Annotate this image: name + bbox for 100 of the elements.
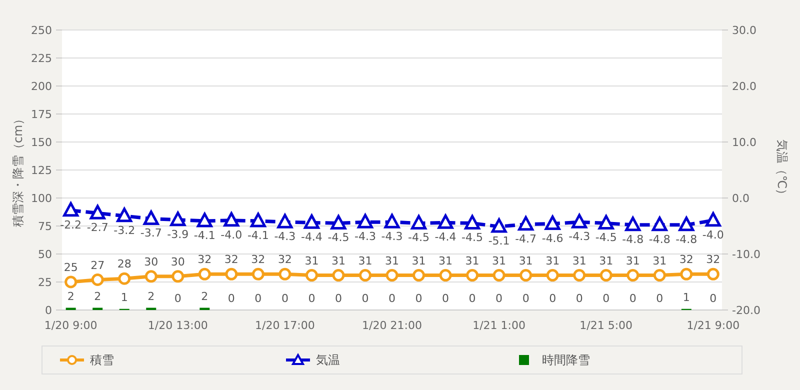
- data-label: -3.9: [167, 228, 189, 241]
- data-label: 0: [629, 292, 636, 305]
- y-tick-label: 200: [31, 80, 52, 93]
- y-tick-label: 0: [45, 304, 52, 317]
- y2-tick-label: 10.0: [732, 136, 756, 149]
- legend-label: 気温: [316, 353, 340, 368]
- point: [600, 269, 612, 282]
- data-label: 31: [465, 254, 480, 268]
- y-axis-title: 積雪深・降雪（cm）: [11, 112, 25, 228]
- data-label: -4.7: [515, 232, 537, 246]
- point: [358, 269, 372, 282]
- point: [652, 216, 668, 232]
- point: [653, 269, 666, 282]
- data-label: 2: [67, 290, 74, 303]
- point: [224, 212, 240, 227]
- data-label: -4.1: [194, 228, 216, 242]
- x-tick-label: 1/21 5:00: [580, 319, 633, 332]
- x-tick-label: 1/20 13:00: [148, 319, 208, 332]
- point: [143, 210, 159, 225]
- point: [573, 269, 586, 282]
- data-label: 0: [656, 292, 664, 305]
- data-label: -4.3: [568, 230, 590, 244]
- point: [518, 216, 534, 231]
- point: [466, 269, 479, 282]
- data-label: -2.2: [60, 218, 82, 232]
- data-label: 0: [254, 292, 262, 305]
- point: [572, 214, 588, 228]
- data-label: 31: [546, 254, 560, 268]
- point: [598, 214, 614, 230]
- point: [491, 218, 507, 233]
- data-label: 0: [468, 292, 476, 305]
- data-label: 31: [438, 254, 453, 268]
- data-label: 0: [442, 292, 450, 305]
- x-tick-label: 1/20 17:00: [254, 319, 315, 332]
- data-label: 31: [572, 254, 586, 268]
- data-label: 0: [334, 292, 342, 305]
- data-label: 32: [224, 253, 238, 266]
- point: [304, 214, 320, 229]
- data-label: -4.4: [300, 230, 322, 244]
- y2-axis-title: 気温（℃）: [775, 139, 789, 201]
- data-label: -4.0: [702, 228, 724, 242]
- data-label: -4.8: [648, 232, 670, 246]
- point: [438, 214, 454, 229]
- legend-label: 積雪: [90, 353, 114, 368]
- data-label: 30: [144, 255, 158, 268]
- data-label: 0: [576, 292, 583, 305]
- data-label: -4.8: [676, 232, 698, 246]
- data-label: 0: [388, 292, 396, 305]
- data-label: 0: [522, 292, 530, 305]
- point: [250, 212, 266, 228]
- x-tick-label: 1/20 21:00: [362, 319, 422, 332]
- data-label: 32: [251, 253, 266, 266]
- data-label: -4.4: [434, 230, 456, 244]
- point: [170, 212, 186, 226]
- point: [706, 268, 720, 280]
- point: [116, 208, 132, 222]
- data-label: -4.5: [328, 231, 350, 244]
- data-label: 31: [626, 254, 640, 268]
- y-tick-label: 125: [31, 164, 52, 177]
- data-label: 0: [308, 292, 316, 305]
- point: [198, 268, 211, 280]
- point: [544, 216, 560, 230]
- data-label: 0: [496, 292, 503, 305]
- data-label: 32: [706, 253, 720, 266]
- point: [464, 214, 480, 230]
- data-label: -4.3: [354, 230, 376, 244]
- y2-tick-label: 20.0: [732, 80, 756, 93]
- point: [412, 269, 426, 282]
- y-tick-label: 175: [31, 108, 52, 121]
- y-tick-label: 100: [31, 192, 52, 205]
- y-tick-label: 50: [38, 248, 52, 261]
- point: [411, 214, 427, 230]
- data-label: -4.5: [462, 231, 484, 244]
- point: [357, 214, 373, 228]
- data-label: 31: [304, 254, 319, 268]
- data-label: -4.8: [622, 232, 644, 246]
- x-tick-label: 1/21 1:00: [472, 319, 526, 332]
- point: [705, 212, 721, 227]
- point: [305, 269, 318, 282]
- data-label: 27: [90, 258, 105, 272]
- data-label: -4.1: [247, 228, 269, 242]
- data-label: 1: [682, 290, 690, 304]
- point: [386, 269, 398, 282]
- data-label: -3.2: [114, 224, 136, 237]
- point: [330, 214, 346, 230]
- point: [277, 214, 293, 228]
- data-label: -4.6: [542, 232, 564, 245]
- data-label: -4.3: [381, 230, 403, 244]
- y2-tick-label: 30.0: [732, 24, 756, 37]
- y-tick-label: 225: [31, 52, 52, 65]
- data-label: 2: [148, 290, 155, 303]
- data-label: 31: [599, 254, 614, 268]
- data-label: 25: [64, 261, 78, 274]
- data-label: 32: [198, 253, 212, 266]
- point: [520, 269, 532, 282]
- data-label: 31: [652, 254, 667, 268]
- data-label: 31: [492, 254, 506, 268]
- data-label: 0: [549, 292, 556, 305]
- point: [91, 274, 104, 286]
- data-label: 32: [679, 253, 694, 266]
